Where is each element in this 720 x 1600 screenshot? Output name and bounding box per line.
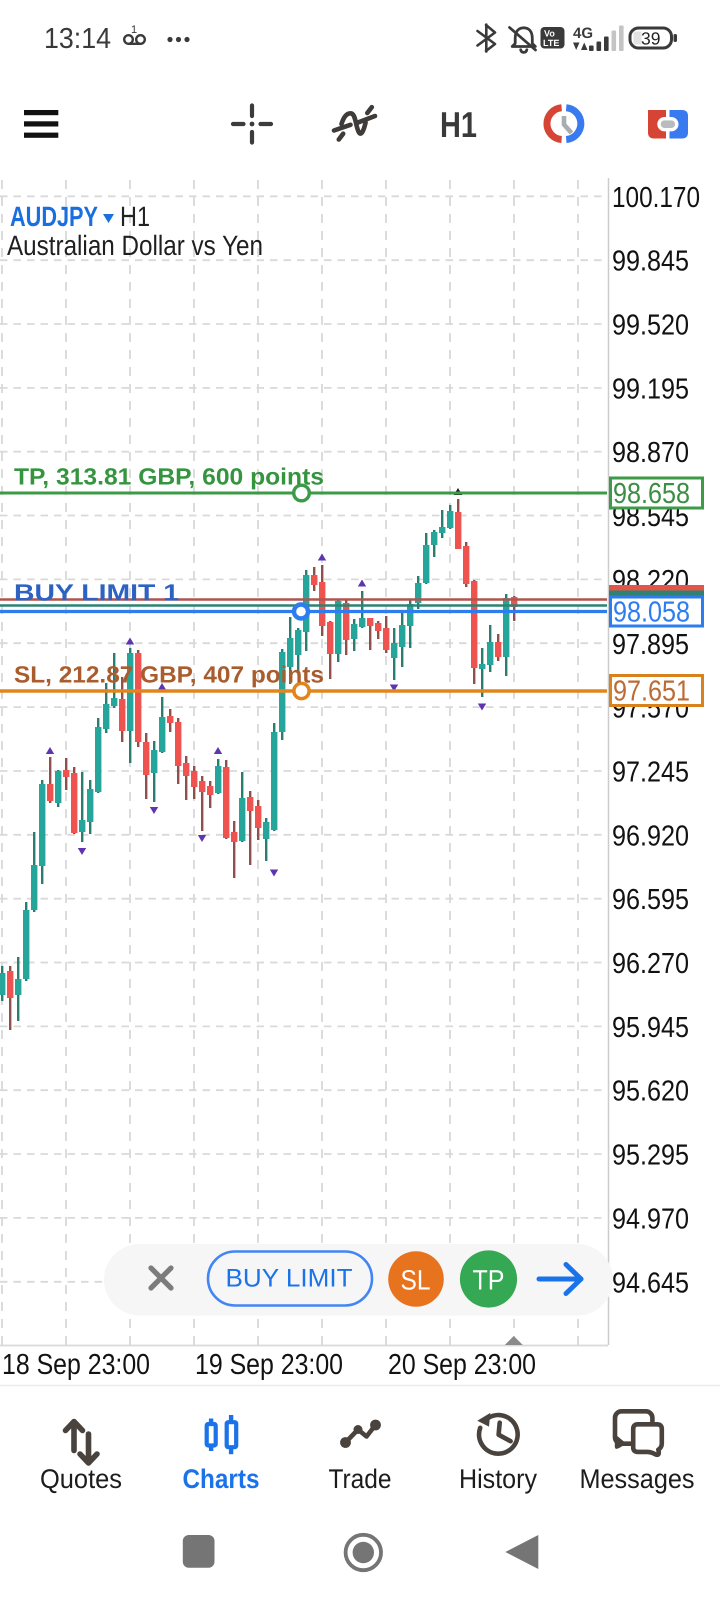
svg-text:13:14: 13:14 — [44, 23, 111, 55]
svg-text:94.970: 94.970 — [612, 1203, 689, 1235]
svg-text:20 Sep 23:00: 20 Sep 23:00 — [388, 1349, 536, 1381]
svg-text:SL, 212.87 GBP, 407 points: SL, 212.87 GBP, 407 points — [14, 662, 324, 688]
svg-text:History: History — [459, 1464, 537, 1494]
svg-text:99.195: 99.195 — [612, 373, 689, 405]
svg-text:99.520: 99.520 — [612, 310, 689, 342]
svg-text:97.895: 97.895 — [612, 629, 689, 661]
svg-text:95.945: 95.945 — [612, 1012, 689, 1044]
svg-text:97.651: 97.651 — [613, 676, 690, 708]
svg-text:99.845: 99.845 — [612, 246, 689, 278]
svg-text:LTE: LTE — [543, 38, 559, 48]
svg-text:100.170: 100.170 — [612, 182, 700, 214]
svg-text:TP: TP — [473, 1265, 505, 1296]
svg-text:98.870: 98.870 — [612, 437, 689, 469]
svg-text:H1: H1 — [120, 201, 150, 232]
svg-text:Quotes: Quotes — [40, 1464, 122, 1494]
svg-text:AUDJPY: AUDJPY — [10, 201, 98, 232]
svg-text:TP, 313.81 GBP, 600 points: TP, 313.81 GBP, 600 points — [14, 464, 324, 490]
svg-text:95.620: 95.620 — [612, 1076, 689, 1108]
svg-text:Messages: Messages — [580, 1464, 695, 1494]
svg-text:Trade: Trade — [329, 1464, 392, 1494]
svg-text:97.245: 97.245 — [612, 756, 689, 788]
svg-text:4G: 4G — [573, 25, 593, 42]
svg-text:94.645: 94.645 — [612, 1267, 689, 1299]
svg-text:18 Sep 23:00: 18 Sep 23:00 — [2, 1349, 150, 1381]
svg-text:98.658: 98.658 — [613, 478, 690, 510]
svg-text:Charts: Charts — [183, 1464, 260, 1494]
svg-text:H1: H1 — [440, 104, 477, 145]
svg-text:19 Sep 23:00: 19 Sep 23:00 — [195, 1349, 343, 1381]
svg-text:98.058: 98.058 — [613, 597, 690, 629]
svg-text:96.270: 96.270 — [612, 948, 689, 980]
svg-text:BUY LIMIT: BUY LIMIT — [226, 1265, 353, 1293]
svg-text:96.920: 96.920 — [612, 820, 689, 852]
svg-text:95.295: 95.295 — [612, 1140, 689, 1172]
svg-text:Australian Dollar vs Yen: Australian Dollar vs Yen — [7, 230, 263, 261]
svg-text:96.595: 96.595 — [612, 884, 689, 916]
svg-text:1: 1 — [131, 24, 137, 36]
svg-text:SL: SL — [401, 1265, 431, 1296]
svg-text:39: 39 — [641, 29, 660, 49]
svg-text:Vo: Vo — [544, 29, 555, 39]
svg-text:BUY LIMIT 1: BUY LIMIT 1 — [14, 580, 179, 606]
